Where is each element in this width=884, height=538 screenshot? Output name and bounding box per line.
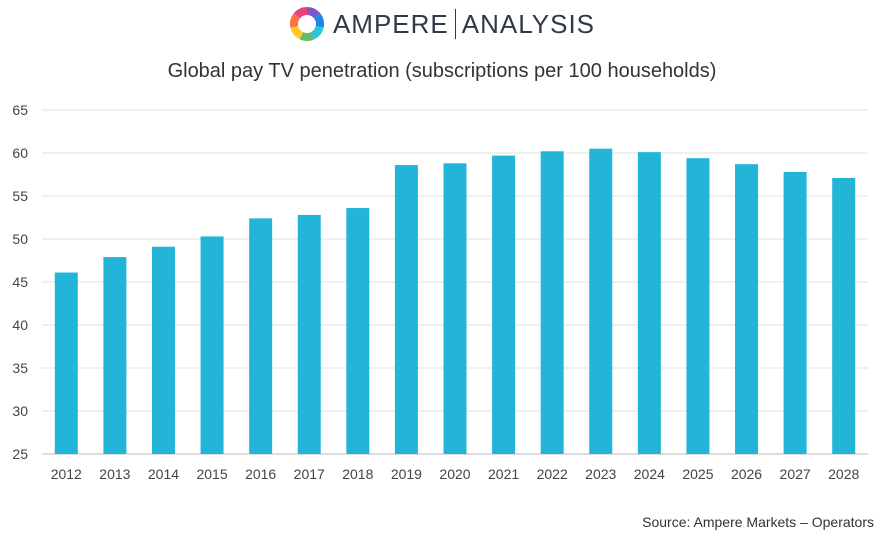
bar-2028 [832,177,856,454]
logo-brand-text: AMPERE [332,8,449,39]
bar-2022 [540,151,564,454]
x-tick-label: 2014 [148,466,179,482]
x-tick-label: 2018 [342,466,373,482]
bar-2027 [783,171,807,455]
x-tick-label: 2024 [634,466,665,482]
y-tick-label: 40 [12,317,28,333]
y-tick-label: 35 [12,360,28,376]
bar-2017 [297,214,321,454]
x-tick-label: 2012 [51,466,82,482]
bar-2019 [394,165,418,455]
x-tick-label: 2020 [439,466,470,482]
bar-2020 [443,163,467,454]
x-tick-label: 2016 [245,466,276,482]
x-tick-label: 2013 [99,466,130,482]
x-tick-label: 2015 [196,466,227,482]
logo-sub-text: ANALYSIS [461,8,596,39]
logo-segment [299,32,315,41]
logo-segment [314,13,324,28]
x-tick-label: 2027 [780,466,811,482]
y-tick-label: 45 [12,274,28,290]
x-tick-label: 2017 [294,466,325,482]
logo-segment [293,7,307,19]
ampere-logo-icon [289,7,324,41]
bar-2015 [200,236,224,454]
bar-2025 [686,158,710,454]
bar-2023 [589,148,613,454]
bar-2024 [637,152,661,454]
bar-2021 [492,155,516,454]
source-note: Source: Ampere Markets – Operators [642,514,874,530]
logo-segment [310,26,324,40]
logo-segment [306,7,321,19]
bar-2026 [735,164,759,454]
logo-segment [289,13,300,28]
x-tick-label: 2025 [682,466,713,482]
chart-title: Global pay TV penetration (subscriptions… [167,60,717,82]
logo-divider [454,9,456,39]
logo: AMPERE ANALYSIS [0,4,884,44]
x-tick-label: 2023 [585,466,616,482]
x-tick-label: 2021 [488,466,519,482]
y-tick-label: 65 [12,102,28,118]
x-tick-label: 2026 [731,466,762,482]
y-tick-label: 30 [12,403,28,419]
bar-2012 [54,272,78,454]
x-tick-label: 2022 [537,466,568,482]
bar-2018 [346,208,370,454]
bar-2016 [249,218,273,454]
logo-segment [290,26,304,40]
bar-2013 [103,257,127,454]
x-tick-label: 2019 [391,466,422,482]
y-tick-label: 55 [12,188,28,204]
y-tick-label: 60 [12,145,28,161]
y-tick-label: 50 [12,231,28,247]
y-tick-label: 25 [12,446,28,462]
x-tick-label: 2028 [828,466,859,482]
bar-2014 [151,246,175,454]
